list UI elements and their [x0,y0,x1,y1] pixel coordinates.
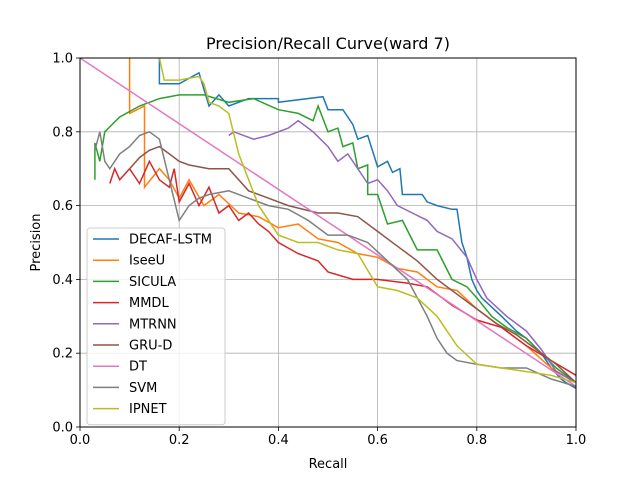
legend-label: SICULA [129,275,176,290]
legend-label: DT [129,360,147,375]
x-tick-label: 0.8 [466,433,487,448]
series-line-svm [94,130,576,388]
legend-label: SVM [129,381,157,396]
series-line-dt [80,58,576,388]
y-tick-label: 0.6 [52,199,73,214]
legend-label: MMDL [129,296,169,311]
y-tick-label: 0.0 [52,421,73,436]
legend-label: GRU-D [129,339,172,354]
series-line-decaf-lstm [158,58,576,389]
x-tick-label: 0.4 [268,433,289,448]
series-lines [80,58,576,389]
series-line-mtrnn [228,119,576,384]
legend: DECAF-LSTM IseeU SICULA MMDL MTRNN GRU-D DT SVM… [86,227,226,426]
x-tick-label: 1.0 [566,433,587,448]
y-tick-label: 0.4 [52,273,73,288]
x-tick-label: 0.6 [367,433,388,448]
legend-label: IseeU [129,254,165,269]
x-axis-label: Recall [309,457,348,472]
y-tick-label: 1.0 [52,52,73,67]
legend-box [86,227,226,426]
y-tick-label: 0.2 [52,347,73,362]
legend-label: MTRNN [129,317,177,332]
x-tick-label: 0.2 [169,433,190,448]
plot-frame [79,57,577,428]
legend-label: IPNET [129,402,167,417]
series-line-iseeu [128,58,576,384]
legend-label: DECAF-LSTM [129,233,212,248]
y-axis-label: Precision [29,213,44,271]
y-tick-label: 0.8 [52,125,73,140]
axis-ticks: 0.0 0.2 0.4 0.6 0.8 1.0 0.0 0.2 0.4 0.6 0.8 1.0 [52,52,586,449]
series-line-ipnet [158,58,576,384]
series-line-gru-d [129,145,576,384]
chart-title: Precision/Recall Curve(ward 7) [206,34,450,53]
x-tick-label: 0.0 [70,433,91,448]
series-line-sicula [94,94,576,384]
